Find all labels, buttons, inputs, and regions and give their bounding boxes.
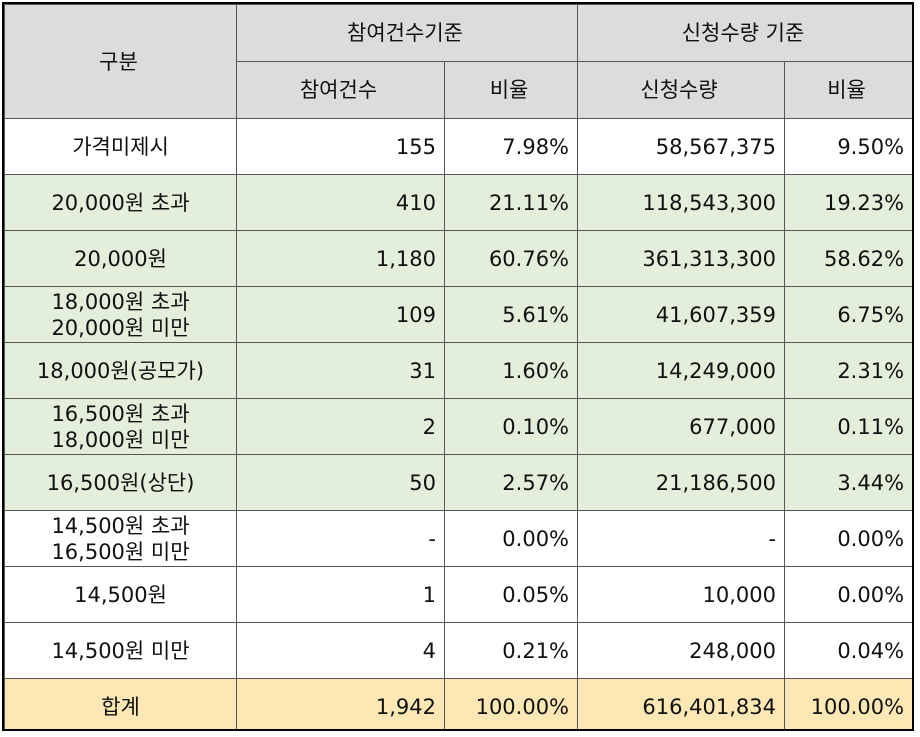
row-count: 31 — [236, 342, 445, 399]
table-row: 16,500원(상단) 50 2.57% 21,186,500 3.44% — [4, 454, 912, 511]
row-quantity: 41,607,359 — [577, 286, 786, 343]
row-quantity-ratio: 0.00% — [784, 510, 912, 567]
row-label: 14,500원 초과 16,500원 미만 — [4, 510, 237, 567]
header-quantity-ratio: 비율 — [784, 61, 912, 119]
row-label-line: 20,000원 미만 — [51, 315, 190, 340]
row-label: 20,000원 — [4, 230, 237, 287]
row-count-ratio: 60.76% — [443, 230, 579, 287]
row-quantity-ratio: 58.62% — [784, 230, 912, 287]
row-quantity: 21,186,500 — [577, 454, 786, 511]
row-quantity: 677,000 — [577, 398, 786, 455]
row-quantity: 14,249,000 — [577, 342, 786, 399]
row-label-line: 16,500원(상단) — [46, 470, 195, 495]
row-label: 16,500원 초과 18,000원 미만 — [4, 398, 237, 455]
row-quantity: - — [577, 510, 786, 567]
row-count-ratio: 7.98% — [443, 118, 579, 175]
bid-distribution-table: 구분 참여건수기준 신청수량 기준 참여건수 비율 신청수량 비율 가격미제시 1… — [4, 4, 912, 729]
row-count: 2 — [236, 398, 445, 455]
row-quantity-ratio: 2.31% — [784, 342, 912, 399]
row-quantity: 248,000 — [577, 622, 786, 679]
table-row: 14,500원 초과 16,500원 미만 -0.00% -0.00% — [4, 510, 912, 567]
row-label-line: 20,000원 — [74, 246, 167, 271]
row-count-ratio: 0.10% — [443, 398, 579, 455]
row-count-ratio: 0.00% — [443, 510, 579, 567]
row-label-line: 가격미제시 — [72, 134, 169, 159]
row-count: 1 — [236, 566, 445, 623]
header-group-quantity: 신청수량 기준 — [577, 4, 912, 62]
header-row-groups: 구분 참여건수기준 신청수량 기준 — [4, 4, 912, 119]
row-quantity-ratio: 9.50% — [784, 118, 912, 175]
row-quantity-ratio: 3.44% — [784, 454, 912, 511]
header-category: 구분 — [4, 4, 237, 119]
total-label: 합계 — [4, 678, 237, 729]
row-label: 16,500원(상단) — [4, 454, 237, 511]
row-quantity: 361,313,300 — [577, 230, 786, 287]
table-row: 14,500원 미만 4 0.21% 248,000 0.04% — [4, 622, 912, 679]
row-quantity-ratio: 6.75% — [784, 286, 912, 343]
row-label-line: 18,000원 미만 — [51, 427, 190, 452]
header-row-columns: 참여건수 비율 신청수량 비율 — [5, 61, 912, 119]
row-count-ratio: 0.05% — [443, 566, 579, 623]
row-quantity: 58,567,375 — [577, 118, 786, 175]
total-quantity: 616,401,834 — [577, 678, 786, 729]
row-count: 155 — [236, 118, 445, 175]
row-label-line: 14,500원 미만 — [51, 638, 190, 663]
row-label: 18,000원 초과 20,000원 미만 — [4, 286, 237, 343]
table-row: 가격미제시 155 7.98% 58,567,375 9.50% — [4, 118, 912, 175]
table-row: 18,000원(공모가) 31 1.60% 14,249,000 2.31% — [4, 342, 912, 399]
row-quantity: 10,000 — [577, 566, 786, 623]
row-quantity-ratio: 0.11% — [784, 398, 912, 455]
row-count: 1,180 — [236, 230, 445, 287]
row-label: 14,500원 미만 — [4, 622, 237, 679]
row-quantity-ratio: 0.00% — [784, 566, 912, 623]
row-label-line: 14,500원 초과 — [51, 513, 190, 538]
table-row: 18,000원 초과 20,000원 미만 109 5.61% 41,607,359 6.… — [4, 286, 912, 343]
row-label: 가격미제시 — [4, 118, 237, 175]
header-quantity: 신청수량 — [577, 61, 786, 119]
row-quantity-ratio: 0.04% — [784, 622, 912, 679]
row-label: 14,500원 — [4, 566, 237, 623]
row-label-line: 18,000원(공모가) — [36, 358, 205, 383]
row-count-ratio: 1.60% — [443, 342, 579, 399]
row-count: 109 — [236, 286, 445, 343]
row-quantity-ratio: 19.23% — [784, 174, 912, 231]
header-group-count: 참여건수기준 — [235, 4, 579, 62]
row-count: 4 — [236, 622, 445, 679]
row-label-line: 18,000원 초과 — [51, 289, 190, 314]
header-count: 참여건수 — [236, 61, 445, 119]
row-count-ratio: 21.11% — [443, 174, 579, 231]
row-label-line: 16,500원 초과 — [51, 401, 190, 426]
table-row: 20,000원 초과 410 21.11% 118,543,300 19.23% — [4, 174, 912, 231]
total-count: 1,942 — [236, 678, 445, 729]
total-count-ratio: 100.00% — [443, 678, 579, 729]
table-row: 20,000원 1,180 60.76% 361,313,300 58.62% — [4, 230, 912, 287]
table-row: 14,500원 1 0.05% 10,000 0.00% — [4, 566, 912, 623]
row-count-ratio: 2.57% — [443, 454, 579, 511]
table-row: 16,500원 초과 18,000원 미만 2 0.10% 677,000 0.11% — [4, 398, 912, 455]
total-quantity-ratio: 100.00% — [784, 678, 912, 729]
header-count-ratio: 비율 — [443, 61, 579, 119]
table-body: 가격미제시 155 7.98% 58,567,375 9.50% 20,000원 초과 41… — [4, 118, 912, 679]
row-label-line: 20,000원 초과 — [51, 190, 190, 215]
row-count-ratio: 0.21% — [443, 622, 579, 679]
total-row: 합계 1,942 100.00% 616,401,834 100.00% — [4, 678, 912, 729]
row-quantity: 118,543,300 — [577, 174, 786, 231]
row-label: 18,000원(공모가) — [4, 342, 237, 399]
row-count: 50 — [236, 454, 445, 511]
row-count: 410 — [236, 174, 445, 231]
row-label: 20,000원 초과 — [4, 174, 237, 231]
row-label-line: 14,500원 — [74, 582, 167, 607]
row-count-ratio: 5.61% — [443, 286, 579, 343]
row-count: - — [236, 510, 445, 567]
row-label-line: 16,500원 미만 — [51, 539, 190, 564]
